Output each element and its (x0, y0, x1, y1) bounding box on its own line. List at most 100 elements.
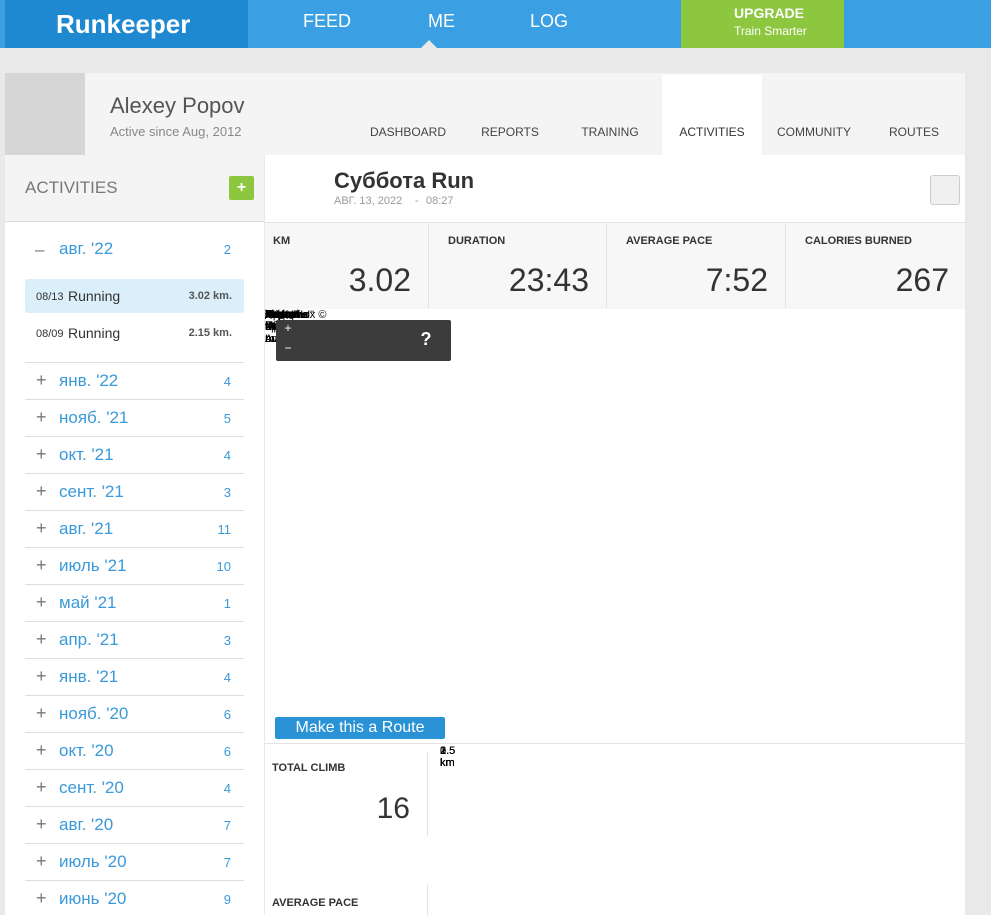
month-count: 9 (223, 892, 231, 907)
month-count: 7 (223, 818, 231, 833)
month-label[interactable]: окт. '21 (59, 445, 114, 464)
month-label[interactable]: авг. '22 (59, 239, 114, 258)
month-separator (25, 399, 244, 400)
month-label[interactable]: апр. '21 (59, 630, 119, 649)
month-toggle[interactable]: + (36, 629, 47, 649)
map-label: inskogo Ln (265, 309, 300, 331)
month-separator (25, 695, 244, 696)
upgrade-title[interactable]: UPGRADE (734, 5, 805, 21)
stat-divider (606, 224, 607, 308)
month-separator (25, 547, 244, 548)
zoom-out[interactable]: − (284, 341, 292, 355)
stat-value: 23:43 (508, 262, 589, 298)
map-label: Кавказ (265, 309, 297, 320)
climb-value: 16 (376, 792, 410, 825)
month-label[interactable]: нояб. '21 (59, 408, 129, 427)
month-toggle[interactable]: + (36, 851, 47, 871)
tab-label[interactable]: COMMUNITY (777, 125, 851, 139)
x-tick-label: 1 km (440, 745, 455, 769)
add-activity-button[interactable]: + (229, 176, 254, 200)
profile-name: Alexey Popov (110, 93, 245, 118)
month-count: 7 (223, 855, 231, 870)
nav-item[interactable]: LOG (530, 11, 569, 31)
month-toggle[interactable]: – (35, 240, 45, 259)
month-separator (25, 769, 244, 770)
activity-date[interactable]: 08/13 (36, 291, 64, 303)
upgrade-subtitle[interactable]: Train Smarter (734, 24, 807, 38)
month-label[interactable]: июнь '20 (59, 889, 127, 908)
tab-label[interactable]: REPORTS (481, 125, 539, 139)
month-label[interactable]: янв. '22 (59, 371, 119, 390)
month-separator (25, 510, 244, 511)
stats-row (265, 222, 965, 309)
x-tick-label: 2.5 km (440, 745, 456, 769)
help-button[interactable]: ? (420, 329, 432, 349)
month-toggle[interactable]: + (36, 703, 47, 723)
activity-date[interactable]: 08/09 (36, 328, 64, 340)
map-label: Mag (265, 309, 285, 320)
month-label[interactable]: авг. '20 (59, 815, 114, 834)
month-toggle[interactable]: + (36, 518, 47, 538)
month-label[interactable]: янв. '21 (59, 667, 119, 686)
month-separator (25, 732, 244, 733)
month-label[interactable]: июль '20 (59, 852, 127, 871)
climb-label: TOTAL CLIMB (272, 762, 346, 774)
activity-distance[interactable]: 2.15 km. (188, 327, 232, 339)
month-label[interactable]: сент. '21 (59, 482, 124, 501)
month-count: 6 (223, 707, 231, 722)
brand[interactable]: Runkeeper (56, 9, 191, 39)
tab-label[interactable]: ROUTES (888, 125, 939, 139)
month-toggle[interactable]: + (36, 814, 47, 834)
month-label[interactable]: окт. '20 (59, 741, 114, 760)
profile-since: Active since Aug, 2012 (110, 124, 242, 139)
month-toggle[interactable]: + (36, 777, 47, 797)
pace-divider (427, 885, 428, 915)
month-count: 2 (223, 242, 231, 257)
nav-item[interactable]: FEED (303, 11, 352, 31)
month-label[interactable]: май '21 (59, 593, 117, 612)
map-controls (276, 320, 451, 361)
map-label: агнит (265, 309, 290, 320)
month-label[interactable]: сент. '20 (59, 778, 124, 797)
stat-label: KM (273, 235, 291, 247)
month-count: 4 (223, 448, 231, 463)
month-count: 10 (216, 559, 231, 574)
activity-menu[interactable] (930, 175, 960, 205)
activity-selected[interactable] (25, 279, 244, 313)
stat-value: 7:52 (705, 262, 768, 298)
upgrade-button[interactable] (681, 0, 844, 48)
month-toggle[interactable]: + (36, 555, 47, 575)
zoom-in[interactable]: + (284, 321, 292, 335)
activity-date: АВГ. 13, 2022 (334, 195, 403, 207)
activity-name[interactable]: Running (68, 288, 121, 304)
month-count: 4 (223, 670, 231, 685)
month-toggle[interactable]: + (36, 888, 47, 908)
month-toggle[interactable]: + (36, 370, 47, 390)
tab-label[interactable]: TRAINING (581, 125, 639, 139)
section-divider (265, 743, 965, 744)
make-route-button[interactable]: Make this a Route (275, 717, 445, 739)
x-tick-label: 3 km (440, 745, 455, 769)
tab-label[interactable]: ACTIVITIES (679, 125, 745, 139)
month-label[interactable]: июль '21 (59, 556, 127, 575)
nav-item[interactable]: ME (428, 11, 455, 31)
month-separator (25, 584, 244, 585)
me-pointer (421, 40, 437, 48)
month-toggle[interactable]: + (36, 666, 47, 686)
x-tick-label: 0 (440, 745, 447, 757)
activity-name[interactable]: Running (68, 325, 121, 341)
month-toggle[interactable]: + (36, 407, 47, 427)
logo-area (5, 0, 248, 48)
month-toggle[interactable]: + (36, 592, 47, 612)
month-label[interactable]: нояб. '20 (59, 704, 129, 723)
month-toggle[interactable]: + (36, 740, 47, 760)
month-toggle[interactable]: + (36, 481, 47, 501)
month-toggle[interactable]: + (36, 444, 47, 464)
month-separator (25, 880, 244, 881)
tab-label[interactable]: DASHBOARD (369, 125, 446, 139)
month-separator (25, 658, 244, 659)
activity-distance[interactable]: 3.02 km. (188, 290, 232, 302)
month-label[interactable]: авг. '21 (59, 519, 114, 538)
